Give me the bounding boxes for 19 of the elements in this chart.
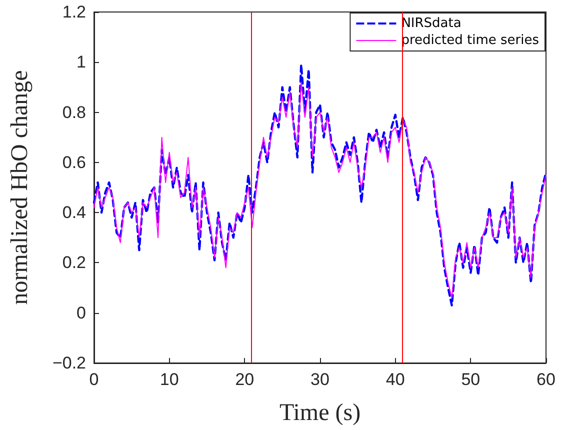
y-axis-title: normalized HbO change (7, 70, 33, 305)
legend-label: predicted time series (401, 33, 540, 48)
y-tick-label: 0.2 (62, 253, 86, 272)
y-tick-label: 1.2 (62, 2, 86, 22)
y-tick-label: 0.6 (62, 152, 86, 172)
y-tick-label: 0 (76, 303, 86, 322)
x-axis-title: Time (s) (279, 400, 361, 426)
y-tick-label: 0.4 (62, 203, 86, 222)
x-tick-label: 30 (310, 370, 330, 389)
x-tick-label: 40 (386, 370, 405, 389)
x-tick-label: 10 (160, 370, 179, 389)
legend-label: NIRSdata (401, 16, 462, 31)
x-tick-label: 60 (536, 370, 556, 389)
y-tick-label: −0.2 (52, 354, 86, 372)
x-tick-label: 50 (461, 370, 480, 389)
x-tick-label: 20 (235, 370, 254, 389)
y-tick-label: 0.8 (62, 102, 86, 122)
x-tick-label: 0 (89, 370, 99, 389)
y-tick-label: 1 (76, 52, 86, 72)
